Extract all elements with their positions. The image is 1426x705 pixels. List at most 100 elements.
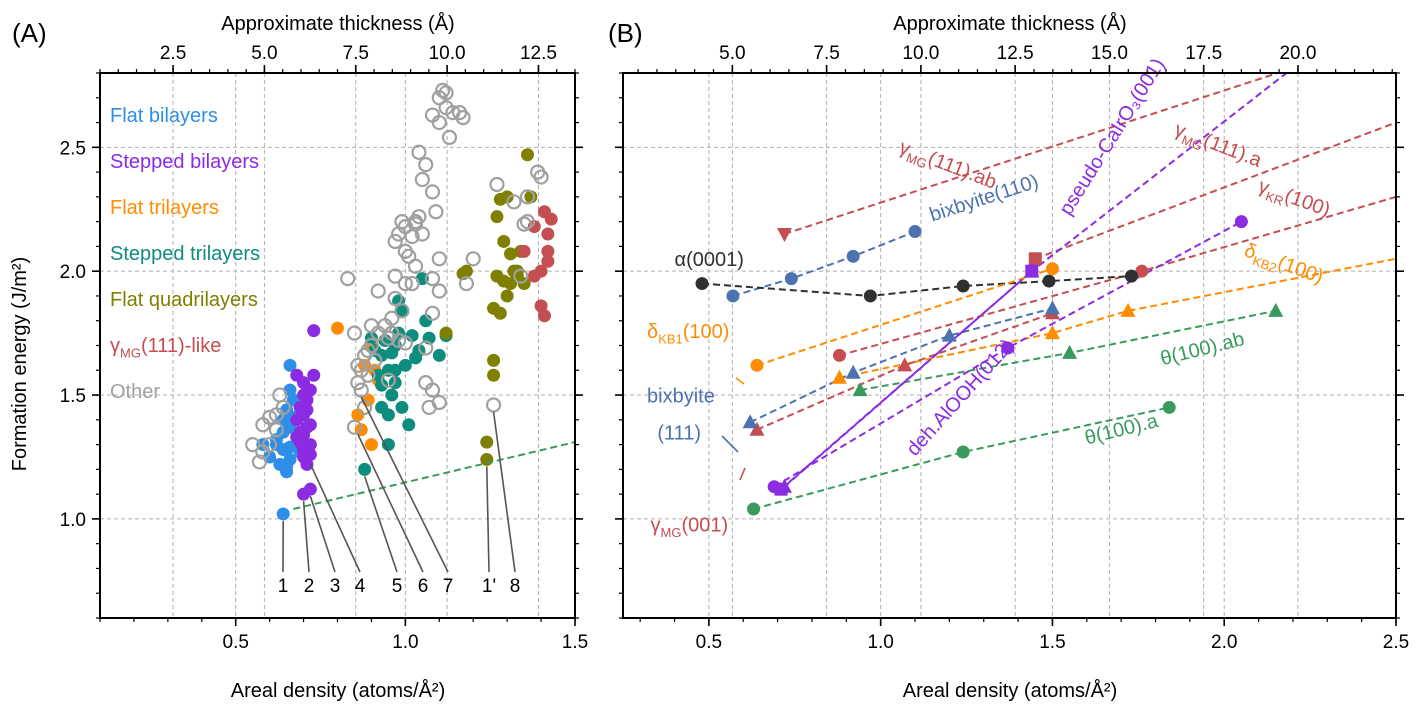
panel-b-kb2-100-marker xyxy=(1044,325,1060,340)
panel-a-other-point xyxy=(387,268,403,284)
panel-b-100-ab-marker xyxy=(1268,302,1284,317)
panel-b-deh-alooh-012-marker xyxy=(1024,263,1040,278)
panel-a-other-point xyxy=(431,283,447,299)
panel-b-0001-marker xyxy=(956,279,970,293)
panel-a-callout-label: 6 xyxy=(418,576,429,597)
panel-a-other-point xyxy=(431,394,447,411)
panel-a-flat-quadrilayers-point xyxy=(497,234,511,248)
panel-a-callout-label: 8 xyxy=(510,576,521,597)
panel-b-bixbyite-110-marker xyxy=(908,225,922,239)
panel-b-kr-100-marker xyxy=(832,348,846,362)
panel-a-other-point xyxy=(268,422,285,438)
panel-a-flat-quadrilayers-point xyxy=(480,435,494,449)
panel-b-bixbyite-110-line xyxy=(732,230,916,297)
panel-b-kb1-100-marker xyxy=(750,358,764,372)
panel-b-xtick-label: 1.5 xyxy=(1039,632,1065,653)
panel-a-topxtick-label: 2.5 xyxy=(160,43,186,64)
panel-a-callout-label: 7 xyxy=(443,576,454,597)
panel-a-other-point xyxy=(519,214,536,230)
panel-b-series-8-marker xyxy=(749,421,765,436)
panel-b-series-10-marker xyxy=(767,480,781,494)
panel-a-other-point xyxy=(357,399,373,416)
panel-a-stepped-bilayers-point xyxy=(303,418,317,432)
panel-a-flat-bilayers-point xyxy=(283,440,297,454)
panel-a-xtick-label: 0.5 xyxy=(223,632,249,653)
panel-a-other-point xyxy=(387,290,403,307)
panel-a-other-point xyxy=(370,283,386,299)
panel-a-other-point xyxy=(275,399,291,416)
panel-b-kb2-100-label: δKB2(100) xyxy=(1240,239,1326,291)
panel-a-flat-quadrilayers-point xyxy=(487,301,501,315)
panel-b-kr-100-marker xyxy=(1135,264,1149,278)
panel-a-trend-line xyxy=(293,441,576,510)
panel-b-0001-marker xyxy=(863,289,877,303)
panel-a-mg-111-like-point xyxy=(534,264,548,278)
panel-a-flat-quadrilayers-point xyxy=(487,353,501,367)
panel-a-other-point xyxy=(424,184,441,200)
panel-a-flat-quadrilayers-point xyxy=(439,326,453,340)
panel-b-kb2-100-marker xyxy=(831,369,847,384)
panel-b-series-9-marker xyxy=(1044,300,1060,315)
panel-a-stepped-trilayers-point xyxy=(402,418,416,432)
panel-b-annotation-1: (111) xyxy=(657,423,701,445)
panel-b-lines xyxy=(701,73,1396,510)
panel-b-0001-marker xyxy=(695,277,709,291)
panel-a-other-point xyxy=(340,271,356,287)
panel-a-other-point xyxy=(346,419,363,435)
panel-b-xlabel: Areal density (atoms/Å²) xyxy=(903,679,1118,702)
panel-b-annotation-0: bixbyite xyxy=(647,385,715,407)
panel-b-annotation-2: γMG(001) xyxy=(650,514,728,540)
panel-a-other-point xyxy=(353,382,369,398)
panel-b-topxtick-label: 17.5 xyxy=(1185,43,1222,64)
panel-a-chart: 0.5 1.0 1.5 2.5 5.0 7.5 10.0 12.5 1.0 1.5 2.0 2.5 1 2… xyxy=(60,43,589,653)
panel-a-other-point xyxy=(390,226,407,242)
panel-a-callout-line xyxy=(357,433,424,573)
panel-a-stepped-trilayers-point xyxy=(395,400,409,414)
panel-a-mg-111-like-point xyxy=(534,299,548,313)
panel-a-legend-stepped-bilayers: Stepped bilayers xyxy=(110,151,259,173)
panel-b-kb1-100-label: δKB1(100) xyxy=(647,321,729,347)
panel-b-topxtick-label: 12.5 xyxy=(997,43,1034,64)
panel-a-other-point xyxy=(397,335,413,351)
panel-b-0001-marker xyxy=(1042,274,1056,288)
panel-a-legend-other: Other xyxy=(110,381,160,403)
panel-b-kb2-100-marker xyxy=(1120,302,1136,317)
panel-b-series-10-line xyxy=(773,220,1242,488)
panel-a-stepped-bilayers-point xyxy=(297,450,311,464)
panel-a-other-point xyxy=(418,340,434,356)
panel-b-xtick-label: 2.0 xyxy=(1211,632,1237,653)
panel-b-topxtick-label: 5.0 xyxy=(719,43,745,64)
panel-a-other-point xyxy=(516,216,532,232)
panel-a-callout-line xyxy=(485,466,490,573)
panel-b-pseudo-cairo-001-label: pseudo-CaIrO₃(001) xyxy=(1055,55,1169,220)
panel-a-other-point xyxy=(424,382,441,398)
panel-a-other-point xyxy=(533,169,549,185)
panel-a-other-point xyxy=(485,397,502,413)
panel-a-callout-line xyxy=(309,463,361,573)
panel-a-mg-111-like-point xyxy=(537,309,551,323)
panel-b-bixbyite-110-marker xyxy=(784,272,798,286)
panel-b-100-a-marker xyxy=(1162,400,1176,414)
panel-b-100-ab-marker xyxy=(1062,344,1078,359)
panel-a-flat-quadrilayers-point xyxy=(504,277,518,291)
panel-a-callout-line xyxy=(302,501,310,573)
panel-a-other-point xyxy=(519,189,536,205)
panel-a-other-point xyxy=(458,275,475,292)
panel-a-other-point xyxy=(438,85,454,101)
panel-b-series-9-line xyxy=(749,307,1053,424)
panel-a-flat-bilayers-point xyxy=(280,460,294,474)
panel-a-ytick-label: 1.5 xyxy=(60,386,86,407)
panel-b-series-10-marker xyxy=(1001,341,1015,355)
panel-a-other-point xyxy=(513,268,529,284)
panel-a-other-point xyxy=(465,251,481,267)
panel-a-mg-111-like-point xyxy=(517,244,531,258)
panel-a-other-point xyxy=(255,444,271,460)
panel-label-a: (A) xyxy=(12,18,47,48)
panel-a-callout-line xyxy=(360,396,449,573)
panel-a-legend-mg-111-like: γMG(111)-like xyxy=(110,335,221,361)
panel-b-series-8-line xyxy=(756,312,1053,431)
panel-a-stepped-trilayers-point xyxy=(358,462,372,476)
panel-b-100-a-label: θ(100).a xyxy=(1083,410,1161,450)
panel-b-100-a-marker xyxy=(956,445,970,459)
panel-a-other-point xyxy=(424,305,441,321)
